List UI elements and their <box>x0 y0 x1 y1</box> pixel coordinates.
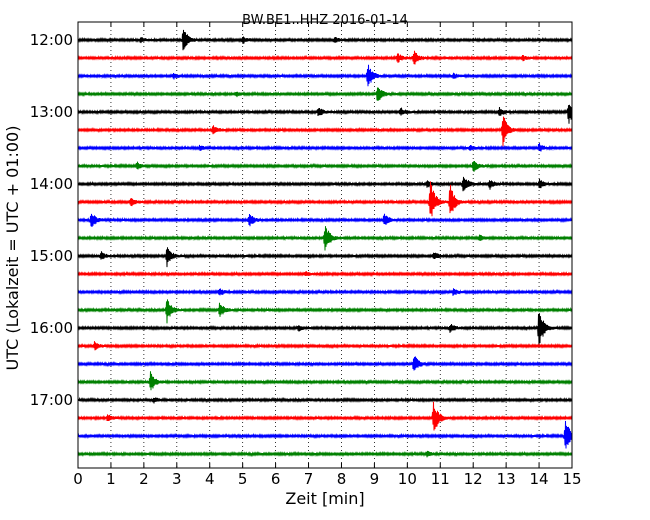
x-tick-label: 1 <box>106 470 116 488</box>
x-axis-label: Zeit [min] <box>285 489 364 508</box>
trace-line <box>77 87 573 101</box>
y-tick-label: 14:00 <box>30 175 73 193</box>
trace-line <box>77 142 573 152</box>
x-tick-label: 2 <box>139 470 149 488</box>
x-tick-label: 8 <box>337 470 347 488</box>
trace-line <box>77 181 573 217</box>
trace-line <box>77 226 573 251</box>
x-tick-label: 5 <box>238 470 248 488</box>
y-tick-label: 16:00 <box>30 319 73 337</box>
chart-title: BW.BE1..HHZ 2016-01-14 <box>242 13 408 28</box>
tick-layer: 0 1 2 3 4 5 6 7 8 9 10 11 12 13 14 1512:0013:0014:0015:… <box>30 22 582 488</box>
trace-line <box>77 213 573 227</box>
x-tick-label: 0 <box>73 470 83 488</box>
x-tick-label: 7 <box>304 470 314 488</box>
trace-line <box>77 420 573 449</box>
trace-line <box>77 288 573 296</box>
trace-line <box>77 450 573 458</box>
trace-line <box>77 270 573 278</box>
trace-line <box>77 313 573 348</box>
trace-line <box>77 104 573 124</box>
x-tick-label: 13 <box>497 470 516 488</box>
trace-line <box>77 341 573 351</box>
trace-line <box>77 116 573 147</box>
x-tick-label: 12 <box>464 470 483 488</box>
y-axis-label: UTC (Lokalzeit = UTC + 01:00) <box>3 126 22 371</box>
trace-line <box>77 299 573 324</box>
plot-frame <box>77 21 573 469</box>
x-tick-label: 14 <box>530 470 549 488</box>
x-tick-label: 3 <box>172 470 182 488</box>
x-tick-label: 15 <box>562 470 581 488</box>
trace-line <box>77 396 573 404</box>
trace-line <box>77 371 573 391</box>
x-tick-label: 10 <box>398 470 417 488</box>
x-tick-label: 6 <box>271 470 281 488</box>
trace-line <box>77 356 573 371</box>
trace-line <box>77 176 573 192</box>
y-tick-label: 13:00 <box>30 103 73 121</box>
trace-layer <box>77 29 573 458</box>
trace-line <box>77 29 573 51</box>
y-tick-label: 17:00 <box>30 391 73 409</box>
y-tick-label: 15:00 <box>30 247 73 265</box>
trace-line <box>77 401 573 431</box>
x-tick-label: 11 <box>431 470 450 488</box>
trace-line <box>77 64 573 87</box>
trace-line <box>77 50 573 65</box>
trace-line <box>77 247 573 268</box>
x-tick-label: 9 <box>370 470 380 488</box>
y-tick-label: 12:00 <box>30 31 73 49</box>
trace-line <box>77 161 573 172</box>
x-tick-label: 4 <box>205 470 215 488</box>
